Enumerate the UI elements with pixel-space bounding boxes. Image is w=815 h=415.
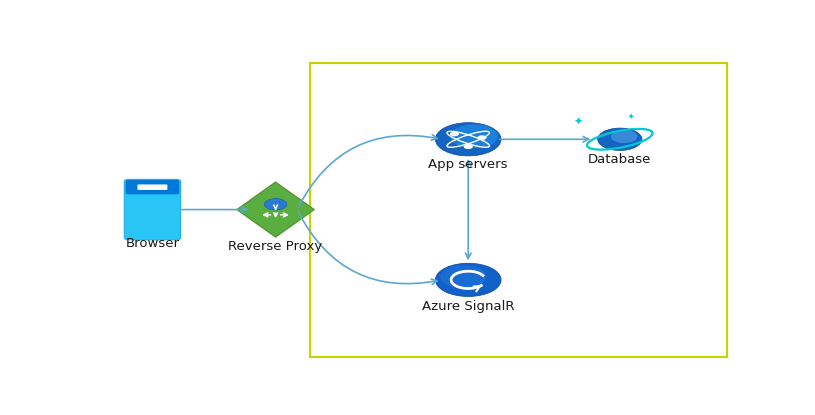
Text: Database: Database <box>588 153 651 166</box>
Circle shape <box>611 130 637 143</box>
FancyBboxPatch shape <box>138 184 167 190</box>
Circle shape <box>451 124 498 148</box>
Text: Reverse Proxy: Reverse Proxy <box>228 240 323 253</box>
Text: App servers: App servers <box>429 158 508 171</box>
Text: Azure SignalR: Azure SignalR <box>422 300 514 312</box>
FancyBboxPatch shape <box>126 180 179 194</box>
Circle shape <box>464 144 473 149</box>
Text: Browser: Browser <box>126 237 179 250</box>
Circle shape <box>597 128 642 151</box>
FancyBboxPatch shape <box>125 179 180 240</box>
Circle shape <box>435 263 501 296</box>
Text: ✦: ✦ <box>628 111 634 120</box>
Polygon shape <box>237 182 315 237</box>
Circle shape <box>435 123 501 156</box>
Circle shape <box>478 135 487 140</box>
Circle shape <box>264 199 287 210</box>
Bar <box>311 63 727 356</box>
Circle shape <box>440 265 487 288</box>
Text: ✦: ✦ <box>573 116 583 127</box>
Circle shape <box>450 132 459 136</box>
